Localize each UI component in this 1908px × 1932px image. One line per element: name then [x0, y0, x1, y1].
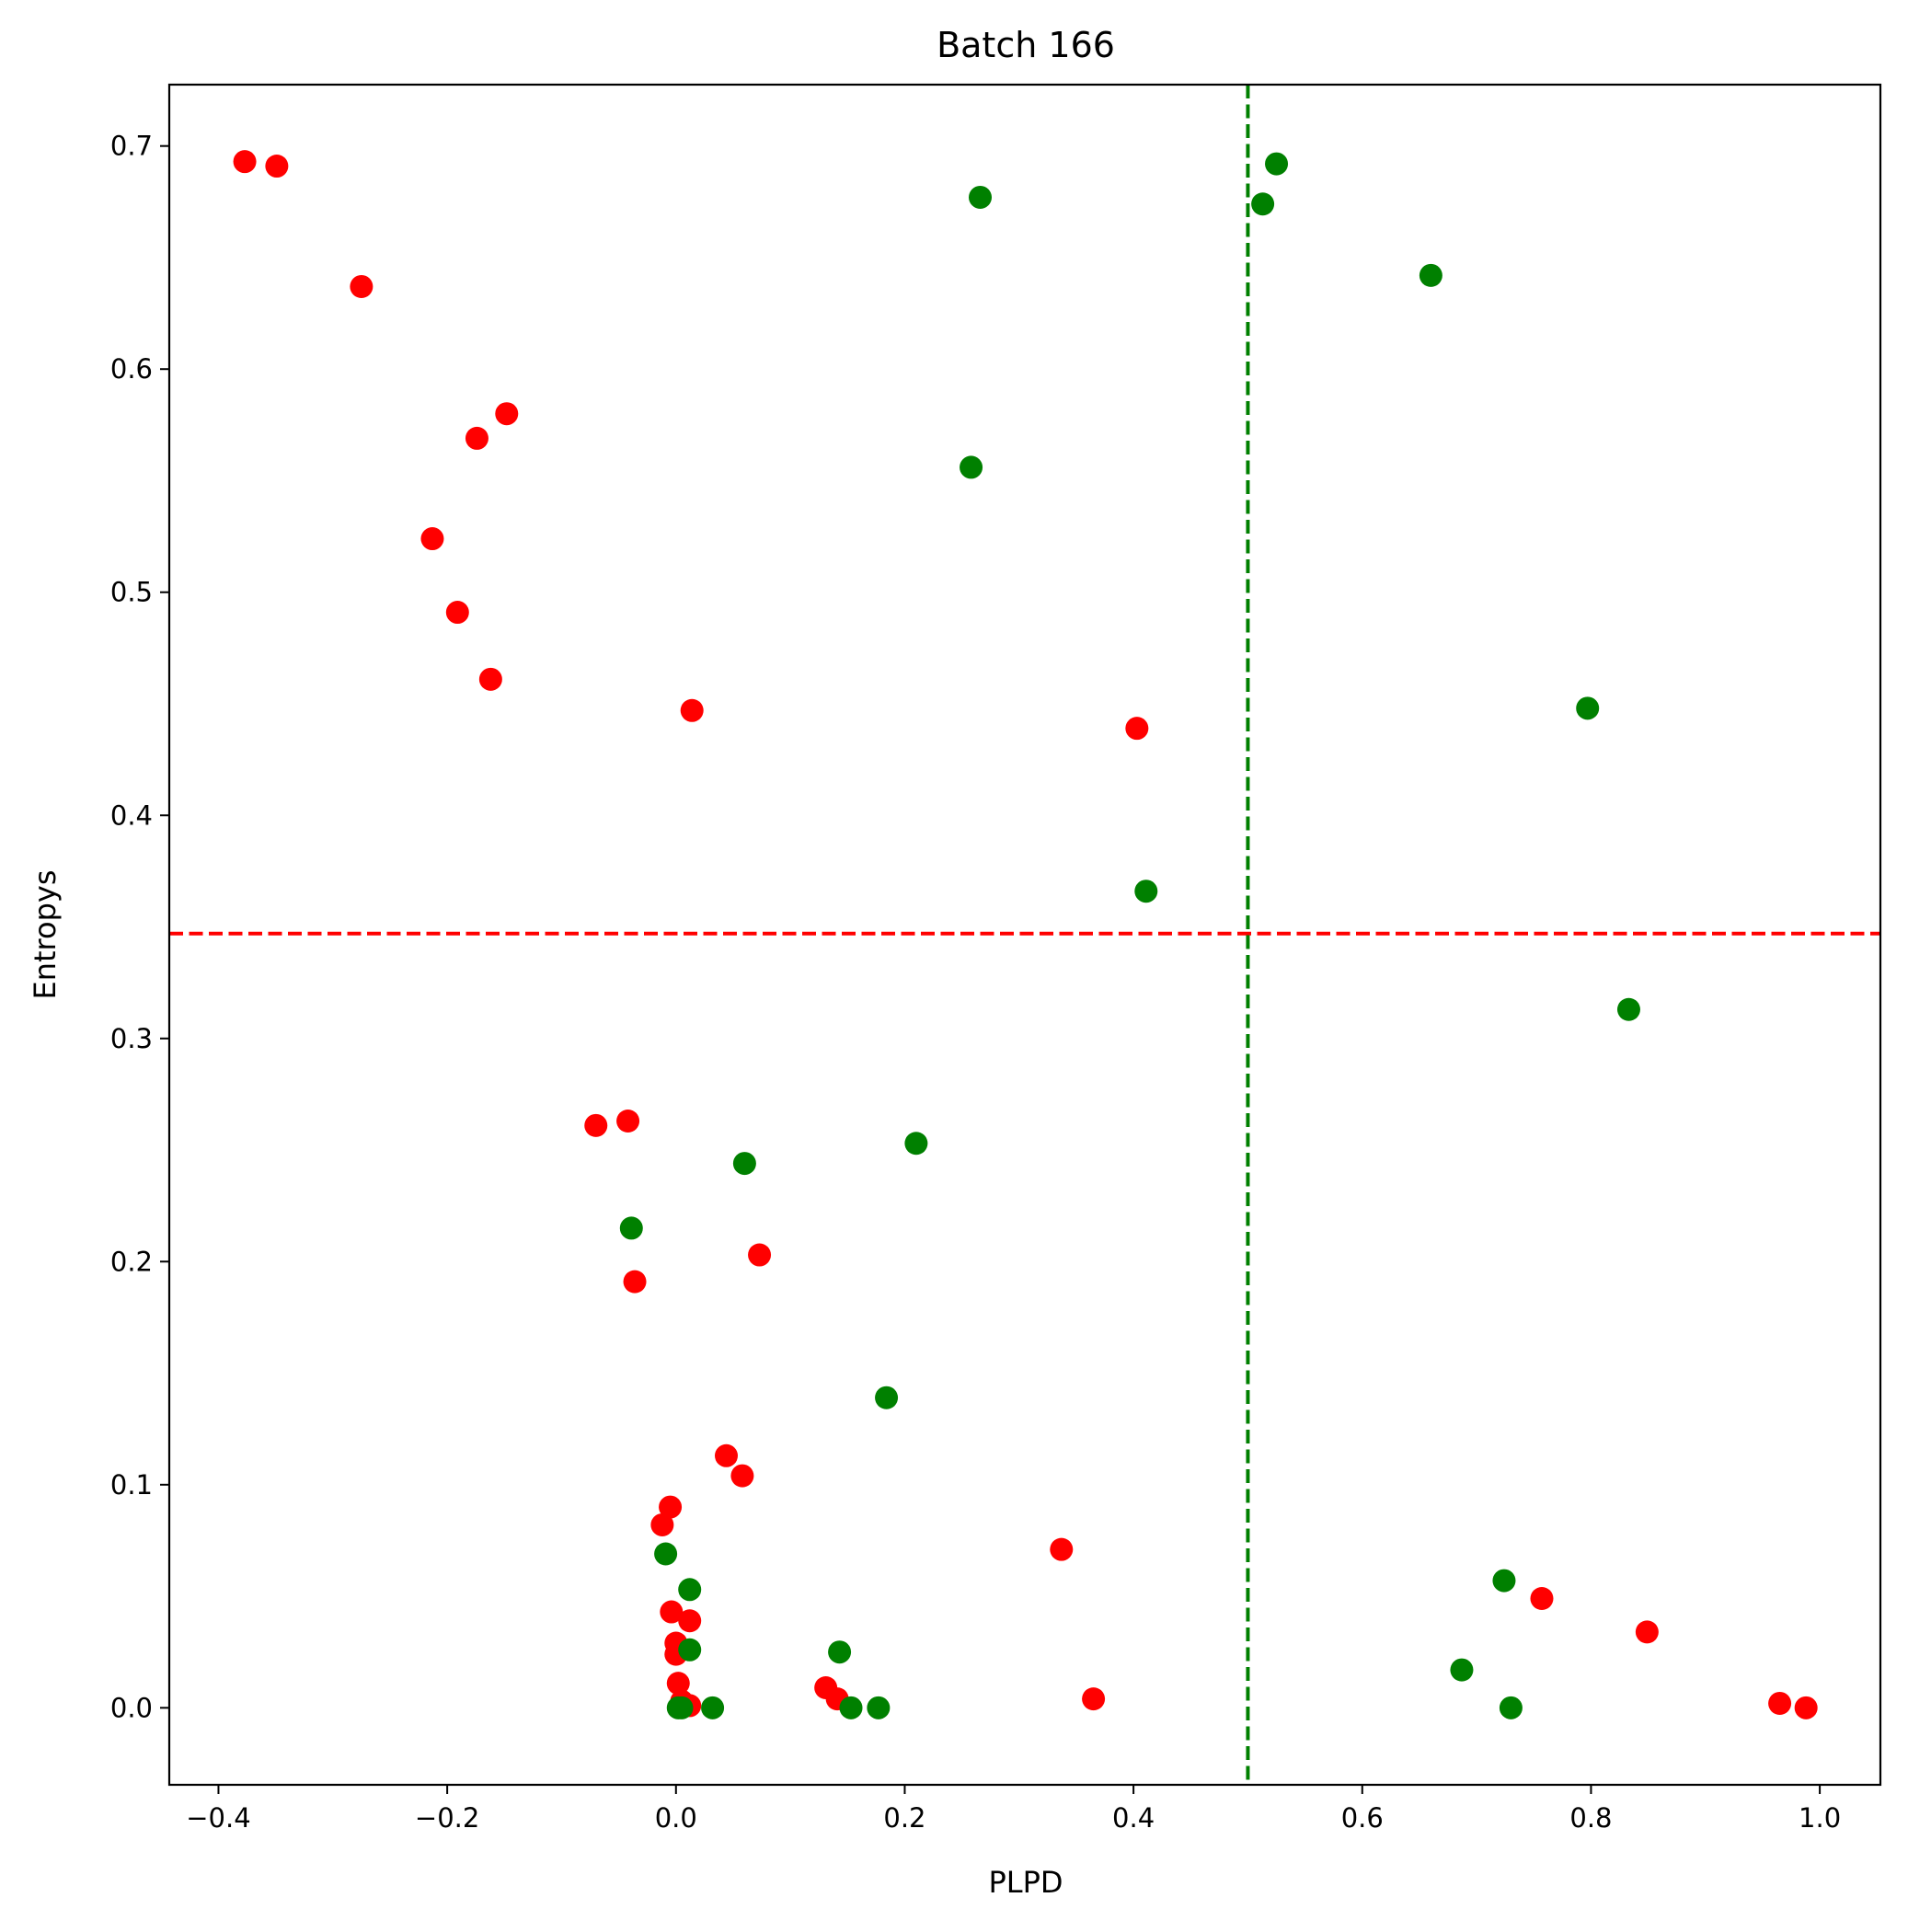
y-tick-label: 0.7: [110, 131, 153, 162]
scatter-point: [730, 1464, 754, 1488]
scatter-point: [666, 1672, 690, 1696]
scatter-point: [650, 1512, 674, 1536]
scatter-point: [623, 1270, 647, 1294]
scatter-point: [654, 1542, 678, 1566]
scatter-point: [670, 1696, 694, 1719]
scatter-point: [495, 402, 519, 426]
scatter-point: [904, 1132, 928, 1156]
scatter-point: [1499, 1696, 1523, 1719]
scatter-point: [828, 1640, 852, 1664]
scatter-point: [659, 1495, 683, 1519]
scatter-point: [875, 1386, 899, 1409]
x-tick-label: 1.0: [1799, 1802, 1841, 1834]
y-tick-label: 0.4: [110, 799, 153, 831]
scatter-point: [465, 426, 488, 450]
x-tick-label: 0.2: [883, 1802, 925, 1834]
scatter-point: [714, 1443, 738, 1467]
y-axis-label: Entropys: [28, 870, 63, 1000]
x-tick-label: 0.4: [1112, 1802, 1155, 1834]
scatter-point: [678, 1638, 702, 1662]
x-tick-label: −0.2: [415, 1802, 479, 1834]
axes: −0.4 −0.2 0.0 0.2 0.4 0.6 0.8 1.0 0.0 0.1 0.2 0.3 0.…: [110, 131, 1841, 1834]
scatter-point: [732, 1152, 756, 1176]
scatter-point: [233, 150, 257, 174]
scatter-point: [1635, 1620, 1659, 1644]
y-tick-label: 0.6: [110, 353, 153, 385]
y-tick-label: 0.5: [110, 577, 153, 608]
scatter-point: [867, 1696, 891, 1719]
scatter-point: [1616, 997, 1640, 1021]
scatter-point: [350, 274, 374, 298]
plot-area: [169, 85, 1880, 1785]
scatter-point: [1265, 152, 1289, 176]
chart-title: Batch 166: [937, 25, 1115, 65]
scatter-point: [660, 1600, 684, 1624]
scatter-point: [1492, 1569, 1516, 1593]
scatter-point: [619, 1216, 643, 1240]
plot-frame: [167, 83, 1882, 1787]
scatter-point: [445, 601, 469, 625]
scatter-point: [1794, 1696, 1818, 1719]
scatter-point: [1050, 1537, 1074, 1561]
scatter-point: [969, 185, 993, 209]
scatter-point: [265, 155, 289, 178]
scatter-point: [1251, 192, 1275, 216]
x-tick-label: 0.6: [1341, 1802, 1384, 1834]
scatter-point: [678, 1578, 702, 1602]
y-tick-label: 0.2: [110, 1246, 153, 1277]
y-tick-label: 0.0: [110, 1692, 153, 1723]
x-tick-label: 0.0: [655, 1802, 697, 1834]
scatter-point: [1134, 880, 1158, 903]
x-tick-label: 0.8: [1569, 1802, 1612, 1834]
scatter-point: [1768, 1691, 1792, 1715]
scatter-point: [839, 1696, 863, 1719]
scatter-point: [678, 1609, 702, 1633]
scatter-point: [616, 1110, 640, 1133]
scatter-point: [960, 455, 983, 479]
scatter-point: [1419, 263, 1442, 287]
scatter-point: [748, 1243, 772, 1267]
scatter-point: [1125, 717, 1149, 741]
scatter-point: [1450, 1658, 1474, 1682]
x-tick-label: −0.4: [186, 1802, 250, 1834]
scatter-point: [1530, 1586, 1554, 1610]
y-tick-label: 0.1: [110, 1469, 153, 1501]
x-axis-label: PLPD: [988, 1865, 1063, 1900]
scatter-point: [420, 527, 444, 551]
scatter-point: [1082, 1687, 1106, 1711]
scatter-point: [584, 1113, 608, 1137]
scatter-point: [701, 1696, 725, 1719]
scatter-point: [478, 667, 502, 691]
scatter-point: [1576, 696, 1600, 720]
scatter-point: [680, 698, 704, 722]
y-tick-label: 0.3: [110, 1023, 153, 1054]
